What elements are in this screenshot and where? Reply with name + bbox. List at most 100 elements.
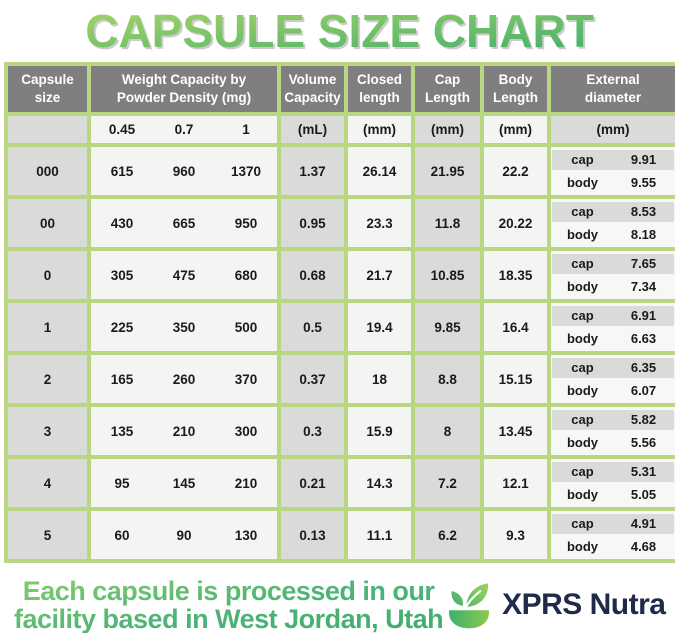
weight-value: 665	[172, 215, 196, 231]
weight-value: 135	[110, 423, 134, 439]
external-cap-row: cap 6.35	[552, 357, 674, 378]
weight-value: 1370	[230, 163, 262, 179]
external-body-value: 5.56	[630, 435, 657, 450]
external-cap-row: cap 4.91	[552, 513, 674, 534]
weight-values: 135 210 300	[91, 407, 277, 455]
weight-values: 305 475 680	[91, 251, 277, 299]
weight-value: 60	[114, 527, 130, 543]
capsule-size-value: 1	[8, 303, 87, 351]
external-body-row: body 7.34	[552, 276, 674, 297]
subheader-body-unit: (mm)	[484, 116, 547, 143]
external-cap-value: 8.53	[630, 204, 657, 219]
cap-label: cap	[571, 516, 594, 531]
col-header-cap-length: Cap Length	[415, 66, 480, 112]
external-cap-row: cap 5.31	[552, 461, 674, 482]
body-length-value: 12.1	[484, 459, 547, 507]
external-diameter-cell: cap 5.31 body 5.05	[551, 459, 675, 507]
external-body-row: body 6.07	[552, 380, 674, 401]
closed-length-value: 14.3	[348, 459, 411, 507]
external-cap-value: 5.31	[630, 464, 657, 479]
cap-label: cap	[571, 152, 594, 167]
external-body-value: 7.34	[630, 279, 657, 294]
external-diameter-cell: cap 9.91 body 9.55	[551, 147, 675, 195]
external-body-value: 8.18	[630, 227, 657, 242]
leaf-bowl-icon	[449, 583, 490, 629]
volume-value: 0.21	[281, 459, 344, 507]
cap-length-value: 6.2	[415, 511, 480, 559]
capsule-size-value: 4	[8, 459, 87, 507]
closed-length-value: 15.9	[348, 407, 411, 455]
external-cap-value: 9.91	[630, 152, 657, 167]
body-label: body	[566, 435, 599, 450]
footer-caption-line2: facility based in West Jordan, Utah	[14, 604, 444, 634]
closed-length-value: 18	[348, 355, 411, 403]
footer-caption: Each capsule is processed in our facilit…	[14, 577, 443, 633]
header-line: Capsule size	[21, 71, 74, 105]
external-body-row: body 5.56	[552, 432, 674, 453]
header-line: length	[359, 90, 400, 105]
header-line: Powder Density (mg)	[116, 90, 252, 105]
cap-length-value: 21.95	[415, 147, 480, 195]
external-cap-row: cap 6.91	[552, 305, 674, 326]
body-length-value: 15.15	[484, 355, 547, 403]
body-length-value: 16.4	[484, 303, 547, 351]
weight-value: 95	[114, 475, 130, 491]
header-line: External	[586, 71, 640, 87]
volume-value: 1.37	[281, 147, 344, 195]
density-value: 0.7	[174, 122, 194, 137]
external-cap-row: cap 5.82	[552, 409, 674, 430]
closed-length-value: 23.3	[348, 199, 411, 247]
brand-name: XPRS Nutra	[502, 588, 666, 621]
footer-caption-line1: Each capsule is processed in our	[22, 576, 435, 606]
weight-values: 430 665 950	[91, 199, 277, 247]
external-diameter-cell: cap 8.53 body 8.18	[551, 199, 675, 247]
subheader-cap-unit: (mm)	[415, 116, 480, 143]
body-label: body	[566, 331, 599, 346]
weight-value: 145	[172, 475, 196, 491]
header-line: Volume	[288, 71, 337, 87]
cap-label: cap	[571, 308, 594, 323]
volume-value: 0.3	[281, 407, 344, 455]
closed-length-value: 19.4	[348, 303, 411, 351]
capsule-size-value: 0	[8, 251, 87, 299]
weight-value: 90	[176, 527, 192, 543]
weight-values: 60 90 130	[91, 511, 277, 559]
cap-length-value: 7.2	[415, 459, 480, 507]
body-label: body	[566, 539, 599, 554]
weight-value: 300	[234, 423, 258, 439]
header-line: Cap	[434, 71, 461, 87]
weight-value: 210	[172, 423, 196, 439]
weight-value: 500	[234, 319, 258, 335]
density-value: 1	[242, 122, 250, 137]
cap-label: cap	[571, 256, 594, 271]
col-header-external-diameter: External diameter	[551, 66, 675, 112]
volume-value: 0.5	[281, 303, 344, 351]
body-label: body	[566, 175, 599, 190]
external-diameter-cell: cap 5.82 body 5.56	[551, 407, 675, 455]
external-cap-row: cap 9.91	[552, 149, 674, 170]
subheader-external-unit: (mm)	[551, 116, 675, 143]
external-body-value: 6.63	[630, 331, 657, 346]
page-title: CAPSULE SIZE CHART	[0, 0, 679, 62]
external-diameter-cell: cap 6.35 body 6.07	[551, 355, 675, 403]
weight-value: 210	[234, 475, 258, 491]
col-header-volume-capacity: Volume Capacity	[281, 66, 344, 112]
cap-label: cap	[571, 464, 594, 479]
header-line: Body	[498, 71, 533, 87]
weight-value: 225	[110, 319, 134, 335]
cap-label: cap	[571, 360, 594, 375]
body-length-value: 20.22	[484, 199, 547, 247]
volume-value: 0.95	[281, 199, 344, 247]
volume-value: 0.68	[281, 251, 344, 299]
external-body-row: body 4.68	[552, 536, 674, 557]
body-length-value: 22.2	[484, 147, 547, 195]
body-length-value: 9.3	[484, 511, 547, 559]
external-body-row: body 9.55	[552, 172, 674, 193]
cap-label: cap	[571, 412, 594, 427]
closed-length-value: 21.7	[348, 251, 411, 299]
body-label: body	[566, 487, 599, 502]
col-header-capsule-size: Capsule size	[8, 66, 87, 112]
capsule-size-value: 5	[8, 511, 87, 559]
body-length-value: 18.35	[484, 251, 547, 299]
